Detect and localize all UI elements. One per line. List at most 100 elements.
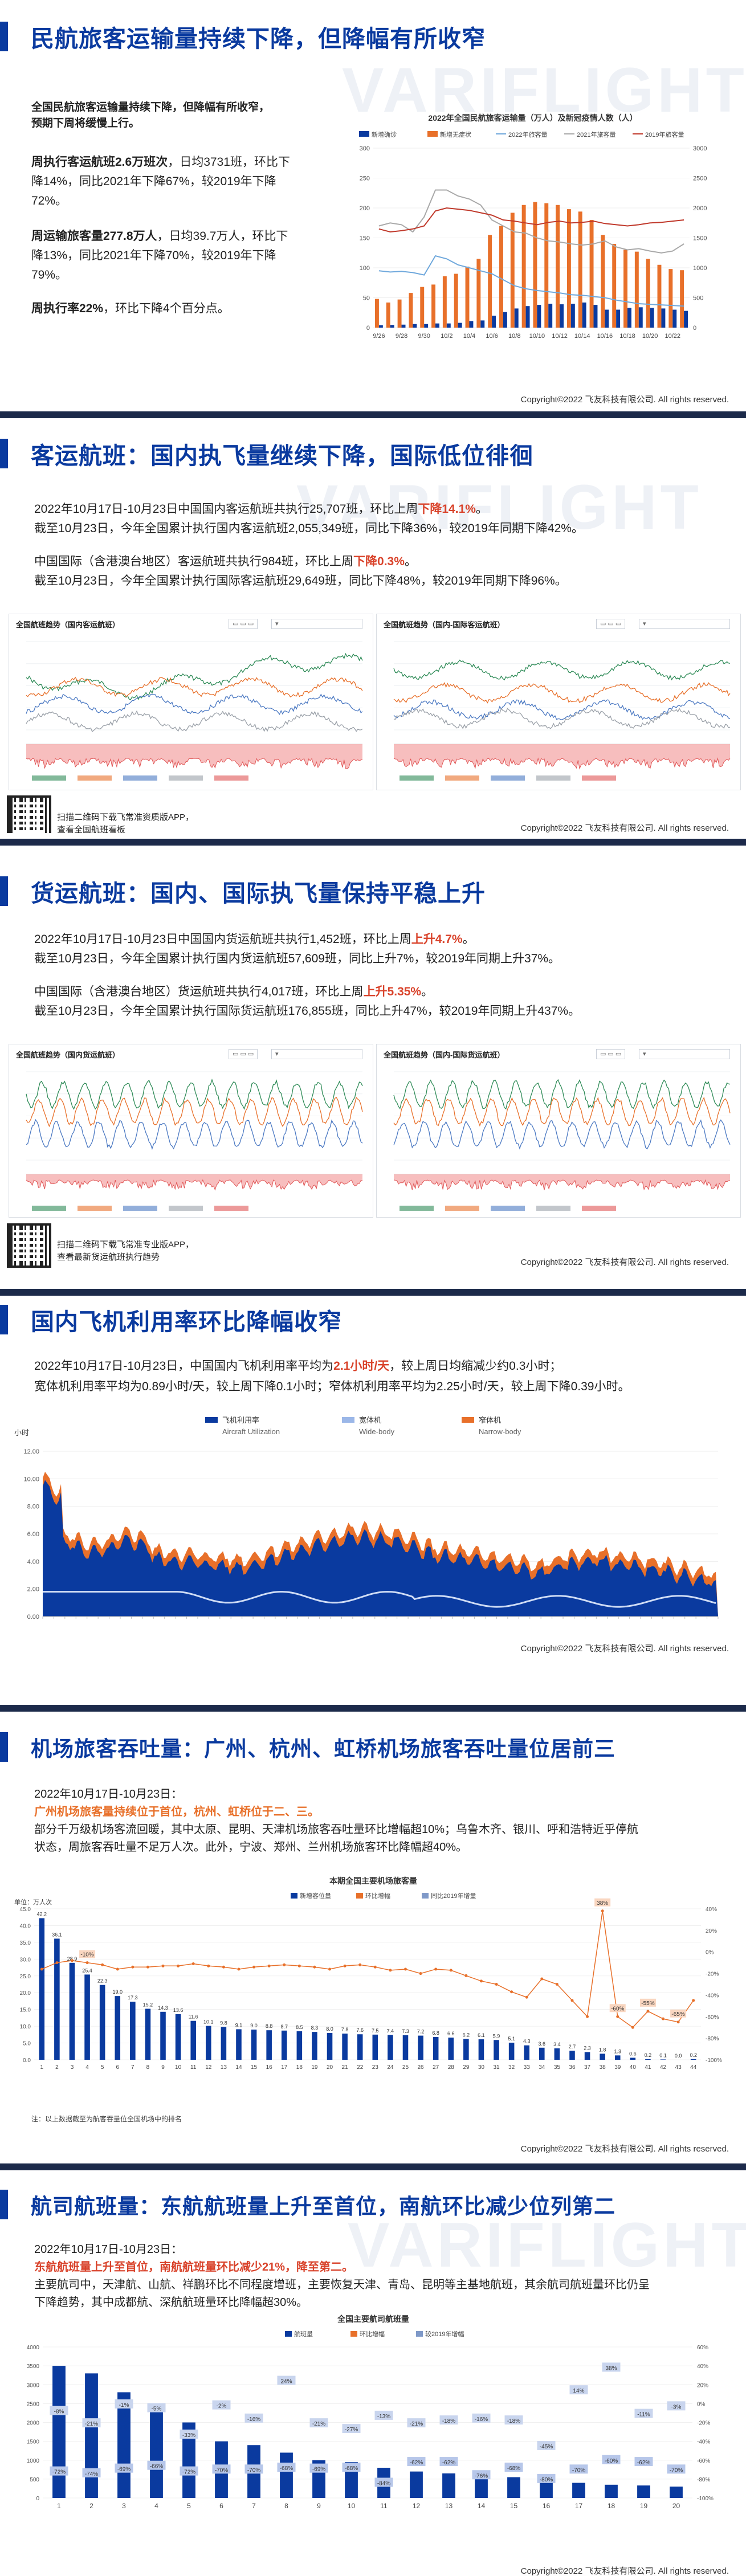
- pct-point: [297, 1964, 301, 1967]
- bar-label: 7.6: [356, 2027, 364, 2033]
- legend-swatch: [400, 1206, 434, 1211]
- passengers-rest: 降13%，同比2021年下降70%，较2019年下降: [31, 249, 276, 262]
- bar-asymptomatic: [397, 299, 402, 328]
- y-tick-right: 3000: [693, 145, 707, 152]
- vs2019-label: -76%: [475, 2473, 488, 2479]
- bar-throughput: [554, 2048, 560, 2060]
- date-range-picker[interactable]: ▾: [271, 619, 362, 629]
- bar-asymptomatic: [386, 302, 390, 328]
- bar-flights: [442, 2473, 455, 2498]
- y-tick-right: -80%: [706, 2036, 719, 2042]
- bar-label: 7.2: [417, 2029, 425, 2035]
- watermark: VARIFLIGHT: [342, 55, 746, 125]
- bar-label: 0.1: [659, 2052, 667, 2058]
- pct-point: [419, 1972, 422, 1975]
- y-tick-right: -40%: [697, 2439, 710, 2446]
- flights-rest: 降14%，同比2021年下降67%，较2019年下降: [31, 175, 276, 188]
- section-title: 航司航班量：东航航班量上升至首位，南航环比减少位列第二: [0, 2185, 746, 2224]
- window-title: 全国航班趋势（国内货运航班）: [16, 1051, 120, 1059]
- y-tick: 10.00: [23, 1476, 39, 1483]
- y-tick-left: 150: [360, 235, 370, 242]
- x-tick: 11: [190, 2064, 197, 2071]
- x-tick: 6: [219, 2502, 223, 2510]
- y-tick: 4.00: [27, 1558, 39, 1565]
- date-range-control[interactable]: ▭ ▭ ▭: [596, 619, 626, 629]
- bar-flights: [572, 2483, 585, 2498]
- bar-asymptomatic: [465, 266, 470, 328]
- text-line: 截至10月23日，今年全国累计执行国际货运航班176,855班，同比上升47%，…: [34, 1005, 581, 1018]
- trend-line: [393, 1119, 731, 1150]
- x-tick: 15: [251, 2064, 258, 2071]
- bar-label: 5.9: [493, 2033, 500, 2039]
- title-text: 国内飞机利用率环比降幅收窄: [31, 1309, 342, 1335]
- x-tick: 40: [630, 2064, 637, 2071]
- bar-asymptomatic: [431, 284, 436, 328]
- x-tick: 33: [524, 2064, 531, 2071]
- x-tick: 9/26: [373, 333, 385, 340]
- x-tick: 34: [539, 2064, 545, 2071]
- y-tick-left: 250: [360, 175, 370, 182]
- bar-throughput: [251, 2030, 257, 2060]
- bar-label: 11.6: [189, 2014, 198, 2020]
- bar-asymptomatic: [601, 235, 605, 328]
- mom-label-box: [602, 2362, 621, 2372]
- y-tick-right: -40%: [706, 1993, 719, 1999]
- vs2019-label: -70%: [247, 2467, 260, 2473]
- x-tick: 17: [575, 2502, 583, 2510]
- x-tick: 2: [89, 2502, 93, 2510]
- x-tick: 10/6: [486, 333, 498, 340]
- trend-line: [26, 693, 363, 715]
- copyright: Copyright©2022 飞友科技有限公司. All rights rese…: [520, 395, 729, 405]
- y-tick-right: 0: [693, 325, 696, 332]
- bar-asymptomatic: [420, 287, 425, 328]
- x-tick: 19: [311, 2064, 318, 2071]
- international-passenger-trend-chart: [393, 641, 731, 781]
- legend-swatch: [427, 131, 438, 137]
- pct-point: [222, 1965, 225, 1969]
- date-range-control[interactable]: ▭ ▭ ▭: [229, 619, 258, 629]
- bar-asymptomatic: [612, 244, 617, 328]
- y-tick: 20.0: [20, 1990, 31, 1997]
- y-tick: 35.0: [20, 1940, 31, 1946]
- bar-throughput: [584, 2052, 590, 2060]
- date-range-picker[interactable]: ▾: [639, 619, 730, 629]
- section-airport-throughput: 机场旅客吞吐量：广州、杭州、虹桥机场旅客吞吐量位居前三 2022年10月17日-…: [0, 1716, 746, 2158]
- legend-swatch: [32, 1206, 66, 1211]
- date-range-control[interactable]: ▭ ▭ ▭: [229, 1049, 258, 1059]
- y-tick-right: 2000: [693, 205, 707, 212]
- mom-label: -5%: [152, 2406, 162, 2412]
- chart-footnote: 注：以上数据截至为航客吞量位全国机场中的排名: [31, 2115, 182, 2123]
- text-line: 2022年10月17日-10月23日中国国内货运航班共执行1,452班，环比上周…: [34, 933, 475, 946]
- y-tick-right: -20%: [697, 2420, 710, 2427]
- legend-label: 环比增幅: [365, 1892, 390, 1900]
- legend-label: 新增无症状: [440, 130, 471, 138]
- copyright: Copyright©2022 飞友科技有限公司. All rights rese…: [520, 1258, 729, 1267]
- mom-label-box: [115, 2399, 133, 2409]
- y-tick-right: 500: [693, 295, 703, 302]
- mom-label: -18%: [507, 2418, 520, 2424]
- trend-line: [393, 1079, 731, 1110]
- x-tick: 5: [101, 2064, 104, 2071]
- qr-code[interactable]: [7, 795, 51, 833]
- bar-asymptomatic: [566, 209, 571, 328]
- y-tick-right: 1000: [693, 265, 707, 272]
- legend-swatch: [422, 1893, 429, 1899]
- date-range-control[interactable]: ▭ ▭ ▭: [596, 1049, 626, 1059]
- date-range-picker[interactable]: ▾: [271, 1049, 362, 1059]
- bar-flights: [410, 2471, 423, 2498]
- date-range-picker[interactable]: ▾: [639, 1049, 730, 1059]
- bar-throughput: [327, 2032, 333, 2060]
- mom-label-box: [667, 2401, 686, 2411]
- x-tick: 37: [584, 2064, 591, 2071]
- qr-code[interactable]: [7, 1223, 51, 1268]
- bar-confirmed: [480, 320, 485, 328]
- pct-point: [343, 1964, 346, 1967]
- bar-flights: [670, 2487, 683, 2498]
- y-tick: 0.00: [27, 1614, 39, 1620]
- bar-asymptomatic: [668, 269, 673, 328]
- vs2019-label-box: [504, 2463, 523, 2472]
- legend-label: 新增确诊: [372, 130, 397, 138]
- trend-line: [393, 681, 731, 704]
- x-tick: 2: [55, 2064, 59, 2071]
- y-tick-right: 20%: [706, 1928, 717, 1934]
